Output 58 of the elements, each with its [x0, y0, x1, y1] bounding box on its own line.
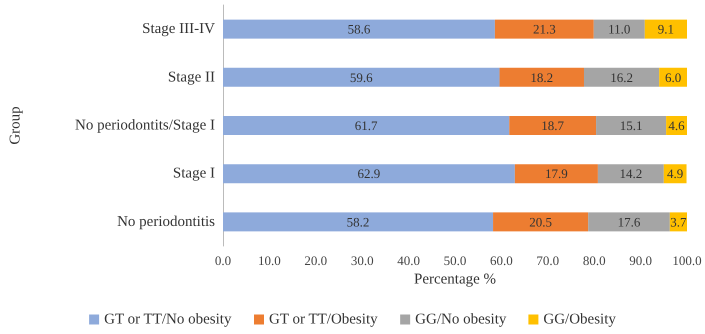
- data-label: 17.9: [545, 166, 568, 182]
- data-label: 17.6: [618, 214, 641, 230]
- y-tick-label: Stage I: [172, 166, 215, 182]
- x-tick-label: 40.0: [397, 253, 420, 268]
- data-label: 21.3: [532, 22, 556, 37]
- data-label: 4.6: [668, 118, 686, 133]
- data-label: 16.2: [610, 70, 633, 85]
- bar: [494, 20, 594, 39]
- y-tick-label: Stage II: [168, 69, 215, 86]
- bar: [500, 68, 584, 87]
- bar: [223, 68, 500, 87]
- y-tick-label: No periodontits/Stage I: [75, 118, 215, 134]
- data-label: 15.1: [620, 118, 642, 133]
- bar: [223, 20, 495, 39]
- bar: [493, 212, 588, 232]
- bar: [644, 20, 687, 39]
- x-tick-label: 30.0: [350, 253, 374, 268]
- data-label: 58.6: [348, 22, 371, 37]
- x-tick-label: 90.0: [629, 253, 652, 268]
- bar: [223, 116, 510, 135]
- bar: [596, 116, 666, 135]
- data-label: 4.9: [667, 166, 684, 182]
- x-tick-label: 50.0: [444, 253, 466, 268]
- data-label: 18.2: [530, 70, 554, 85]
- legend-label: GT or TT/No obesity: [104, 312, 232, 328]
- x-tick-label: 100.0: [672, 253, 702, 268]
- bar: [584, 68, 660, 87]
- bar: [509, 116, 596, 135]
- data-label: 6.0: [664, 70, 682, 85]
- data-label: 62.9: [358, 166, 380, 182]
- data-label: 59.6: [350, 70, 374, 85]
- bar: [594, 20, 645, 39]
- data-label: 9.1: [658, 22, 674, 37]
- legend-label: GT or TT/Obesity: [269, 312, 378, 328]
- legend-label: GG/Obesity: [543, 312, 616, 328]
- x-tick-label: 80.0: [582, 253, 606, 268]
- data-label: 20.5: [529, 214, 552, 230]
- legend-label: GG/No obesity: [415, 312, 507, 328]
- x-tick-label: 10.0: [258, 253, 281, 268]
- bar: [514, 164, 598, 184]
- bar: [588, 212, 670, 232]
- x-tick-label: 70.0: [536, 253, 560, 268]
- data-label: 11.0: [608, 22, 630, 37]
- data-label: 58.2: [346, 214, 370, 230]
- y-tick-label: Stage III-IV: [142, 21, 216, 38]
- y-tick-label: No periodontitis: [117, 214, 216, 230]
- data-label: 18.7: [541, 118, 565, 133]
- bar: [223, 212, 494, 232]
- x-tick-label: 20.0: [304, 253, 328, 268]
- bar: [223, 164, 515, 184]
- y-axis-title: Group: [8, 106, 24, 145]
- x-axis-title: Percentage %: [414, 271, 496, 288]
- bar: [598, 164, 664, 184]
- data-label: 61.7: [354, 118, 378, 133]
- data-label: 14.2: [619, 166, 642, 182]
- x-tick-label: 0.0: [214, 253, 232, 268]
- x-tick-label: 60.0: [490, 253, 513, 268]
- data-label: 3.7: [670, 214, 688, 230]
